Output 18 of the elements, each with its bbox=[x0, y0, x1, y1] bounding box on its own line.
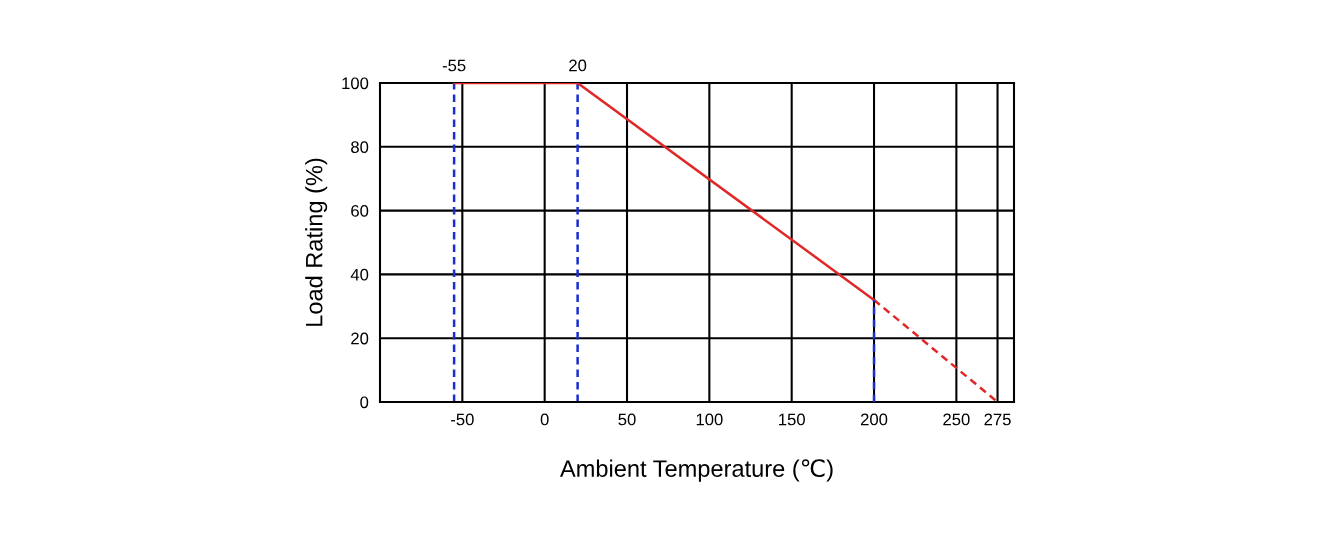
x-tick-label: 50 bbox=[618, 413, 636, 426]
y-tick-label: 80 bbox=[351, 141, 369, 153]
x-tick-label: 200 bbox=[860, 413, 888, 426]
y-tick-label: 20 bbox=[351, 332, 369, 345]
y-tick-label: 40 bbox=[350, 268, 369, 281]
ref-line-label: 20 bbox=[569, 59, 587, 72]
x-tick-label: 150 bbox=[779, 413, 805, 426]
x-tick-label: -50 bbox=[451, 413, 474, 426]
x-axis-title: Ambient Temperature (℃) bbox=[560, 459, 833, 482]
x-tick-label: 0 bbox=[540, 413, 549, 426]
y-tick-label: 0 bbox=[360, 396, 369, 409]
y-tick-label: 100 bbox=[342, 77, 369, 90]
x-tick-label: 250 bbox=[943, 413, 970, 426]
y-axis-title: Load Rating (%) bbox=[305, 158, 328, 326]
ref-line-label: -55 bbox=[442, 59, 466, 72]
y-tick-label: 60 bbox=[351, 205, 369, 217]
x-tick-label: 275 bbox=[984, 413, 1011, 426]
x-tick-label: 100 bbox=[696, 413, 723, 426]
